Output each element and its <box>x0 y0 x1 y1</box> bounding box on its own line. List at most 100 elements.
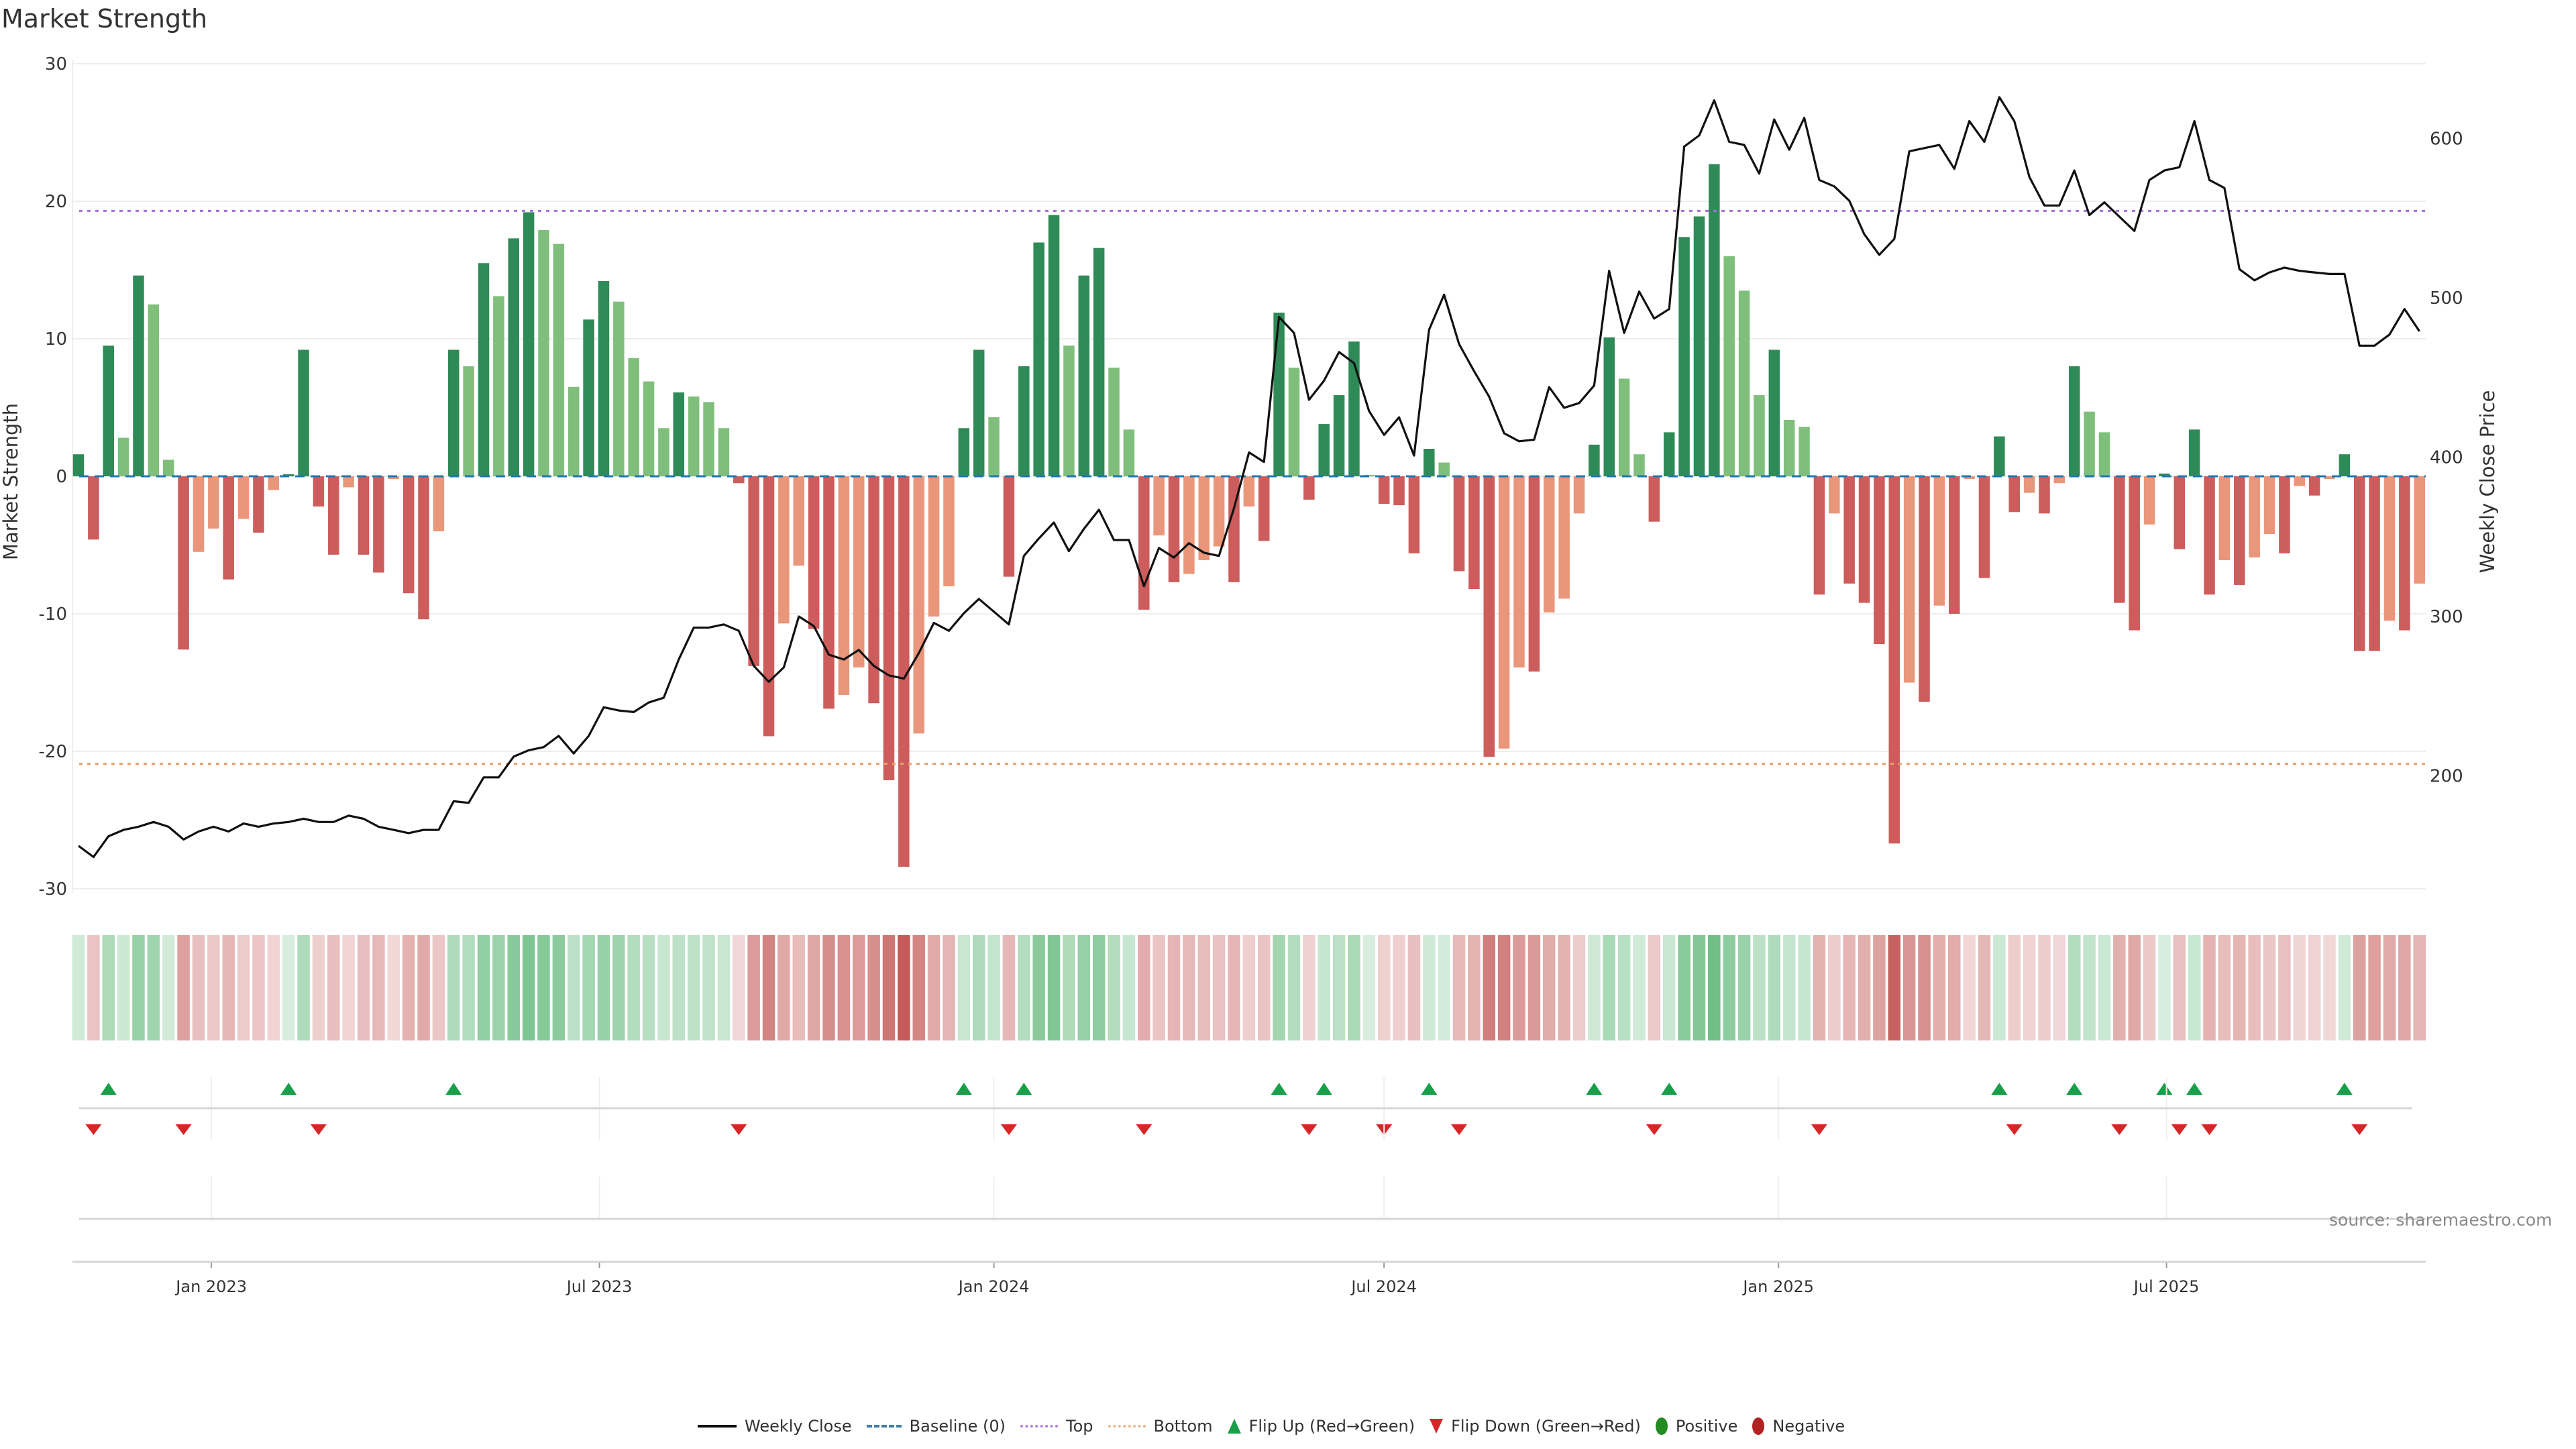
legend-baseline[interactable]: Baseline (0) <box>866 1417 1006 1436</box>
heat-cell <box>867 935 880 1040</box>
y2-tick-label: 500 <box>2430 288 2463 309</box>
heat-cell <box>462 935 475 1040</box>
heat-cell <box>657 935 670 1040</box>
y-tick-label: -20 <box>39 742 67 762</box>
strength-bar <box>2234 476 2245 585</box>
strength-bar <box>2414 476 2425 584</box>
flip-up-marker <box>1016 1083 1032 1095</box>
legend-flip-down[interactable]: Flip Down (Green→Red) <box>1430 1417 1641 1436</box>
legend-weekly-close[interactable]: Weekly Close <box>698 1417 852 1436</box>
heat-cell <box>1303 935 1316 1040</box>
strength-bar <box>1829 476 1840 514</box>
legend-flip-up[interactable]: Flip Up (Red→Green) <box>1227 1417 1415 1436</box>
heat-cell <box>642 935 655 1040</box>
y2-tick-label: 200 <box>2430 766 2463 786</box>
heat-cell <box>1393 935 1405 1040</box>
heat-cell <box>417 935 430 1040</box>
strength-bar <box>1453 476 1465 572</box>
strength-bar <box>1228 476 1240 582</box>
strength-bar <box>1783 419 1795 476</box>
heat-cell <box>1918 935 1931 1040</box>
strength-bar <box>313 476 325 507</box>
flip-down-marker <box>2171 1124 2188 1135</box>
heat-cell <box>192 935 205 1040</box>
heat-cell <box>1737 935 1751 1040</box>
heat-cell <box>297 935 310 1040</box>
strength-bar <box>538 230 549 476</box>
strength-bar <box>328 476 339 555</box>
heat-cell <box>777 935 790 1040</box>
strength-bar <box>103 345 114 476</box>
heat-cell <box>612 935 625 1040</box>
heat-cell <box>372 935 385 1040</box>
flip-up-marker <box>445 1083 462 1095</box>
heat-cell <box>927 935 941 1040</box>
strength-bar <box>72 454 85 476</box>
strength-bar <box>2383 476 2396 621</box>
strength-bar <box>1678 237 1690 476</box>
heat-cell <box>1633 935 1646 1040</box>
heat-cell <box>2398 935 2411 1040</box>
strength-bar <box>1303 476 1315 500</box>
strength-bar <box>793 476 805 566</box>
strength-bar <box>1018 366 1030 476</box>
strength-bar <box>1333 395 1345 476</box>
heat-cell <box>2218 935 2231 1040</box>
heat-cell <box>357 935 370 1040</box>
legend-positive[interactable]: Positive <box>1655 1417 1737 1436</box>
heat-cell <box>1543 935 1556 1040</box>
x-tick-label: Jul 2023 <box>566 1277 633 1296</box>
strength-bar <box>2204 476 2215 595</box>
legend-top[interactable]: Top <box>1020 1417 1093 1436</box>
axes: -30 -20 -10 0 10 20 30 200 300 400 500 600 <box>39 54 2463 900</box>
heat-cell <box>687 935 700 1040</box>
strength-bar <box>2098 432 2110 476</box>
strength-bar <box>658 428 669 476</box>
flip-down-marker <box>1301 1124 1318 1135</box>
heat-cell <box>1993 935 2006 1040</box>
heat-cell <box>2083 935 2096 1040</box>
flip-up-marker <box>1316 1083 1332 1095</box>
strength-bar <box>1273 313 1285 476</box>
strength-bar <box>1063 345 1075 476</box>
legend-negative[interactable]: Negative <box>1752 1417 1845 1436</box>
strength-bar <box>1888 476 1900 844</box>
y-tick-label: 20 <box>45 192 67 212</box>
flip-up-marker <box>280 1083 297 1095</box>
strength-bar <box>1964 476 1975 480</box>
strength-bar <box>583 319 594 476</box>
heat-cell <box>1948 935 1961 1040</box>
heat-cell <box>1407 935 1421 1040</box>
strength-bar <box>1483 476 1495 757</box>
heat-cell <box>2008 935 2021 1040</box>
heat-cell <box>1108 935 1120 1040</box>
strength-bar <box>133 275 144 476</box>
heat-cell <box>1723 935 1735 1040</box>
heat-cell <box>1423 935 1436 1040</box>
flip-up-marker <box>1661 1083 1678 1095</box>
heat-cell <box>1513 935 1525 1040</box>
heat-cell <box>2353 935 2366 1040</box>
strength-bar <box>508 238 519 476</box>
strength-bar <box>1003 476 1015 577</box>
strength-bar <box>1754 395 1765 476</box>
strength-bar <box>1123 429 1135 476</box>
strength-bar <box>358 476 370 555</box>
strength-bar <box>2143 476 2155 525</box>
heat-cell <box>837 935 851 1040</box>
y-tick-label: -30 <box>39 879 67 900</box>
heat-cell <box>1753 935 1766 1040</box>
heat-cell <box>702 935 715 1040</box>
heat-cell <box>1257 935 1271 1040</box>
strength-bar <box>1558 476 1570 599</box>
heat-cell <box>1332 935 1346 1040</box>
flip-up-marker <box>1271 1083 1287 1095</box>
strength-bar <box>1213 476 1225 547</box>
heat-cell <box>1933 935 1946 1040</box>
heat-cell <box>1228 935 1240 1040</box>
heat-cell <box>807 935 820 1040</box>
strength-bar <box>703 402 714 476</box>
strength-bar <box>1874 476 1885 645</box>
legend-bottom[interactable]: Bottom <box>1108 1417 1213 1436</box>
strength-bar <box>868 476 879 704</box>
